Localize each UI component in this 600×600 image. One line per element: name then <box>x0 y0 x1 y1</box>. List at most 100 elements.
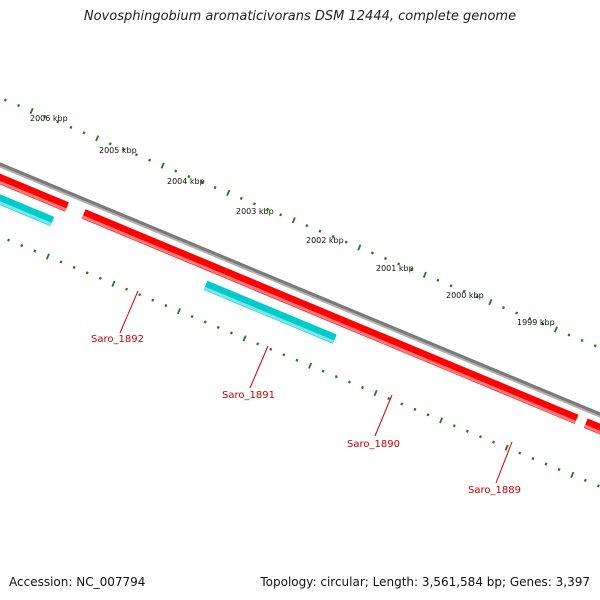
outer-ring-minor-tick <box>56 120 60 124</box>
kbp-tick-label: 2006 kbp <box>30 114 68 123</box>
partial-forward-gene-right[interactable] <box>583 418 600 459</box>
outer-ring-minor-tick <box>475 295 479 299</box>
inner-ring-minor-tick <box>164 304 168 308</box>
outer-ring-minor-tick <box>121 147 125 151</box>
gene-feature-saro-1892[interactable] <box>81 209 227 278</box>
inner-ring-minor-tick <box>59 260 63 264</box>
inner-ring-minor-tick <box>478 435 482 439</box>
inner-ring-minor-tick <box>256 342 260 346</box>
inner-ring-major-tick <box>570 471 575 479</box>
inner-ring-minor-tick <box>492 440 496 444</box>
outer-ring-minor-tick <box>580 338 584 342</box>
kbp-tick-label: 2001 kbp <box>376 264 414 273</box>
kbp-tick-label: 2003 kbp <box>236 207 274 216</box>
outer-ring-minor-tick <box>108 142 112 146</box>
outer-ring-minor-tick <box>436 278 440 282</box>
accession-text: Accession: NC_007794 <box>9 575 146 589</box>
gene-label[interactable]: Saro_1890 <box>347 439 400 450</box>
outer-ring-major-tick <box>160 162 165 169</box>
inner-ring-minor-tick <box>85 271 89 275</box>
outer-ring-major-tick <box>95 135 100 142</box>
gene-feature-saro-1888[interactable] <box>467 370 579 424</box>
gene-feature-saro-1889[interactable] <box>338 316 472 380</box>
inner-ring-minor-tick <box>400 402 404 406</box>
inner-ring-minor-tick <box>33 249 37 253</box>
outer-ring-minor-tick <box>593 344 597 348</box>
outer-ring-minor-tick <box>370 251 374 255</box>
gene-leader-line <box>119 290 139 334</box>
outer-ring-minor-tick <box>462 289 466 293</box>
outer-ring-minor-tick <box>305 224 309 228</box>
outer-ring-major-tick <box>422 271 427 278</box>
inner-ring-minor-tick <box>20 243 24 248</box>
outer-ring-minor-tick <box>318 229 322 233</box>
outer-ring-minor-tick <box>252 202 256 206</box>
outer-ring-minor-tick <box>515 311 519 315</box>
outer-ring-major-tick <box>488 299 493 306</box>
gene-label-layer: Saro_1892 Saro_1891 Saro_1890 Saro_1889 <box>91 290 521 496</box>
inner-ring-minor-tick <box>125 287 129 291</box>
outer-ring-minor-tick <box>528 316 532 321</box>
outer-ring-minor-tick <box>541 322 545 326</box>
inner-ring-major-tick <box>439 417 444 424</box>
inner-ring-minor-tick <box>190 314 194 319</box>
inner-ring-minor-tick <box>413 407 417 411</box>
outer-ring-minor-tick <box>266 207 270 211</box>
partial-reverse-gene[interactable] <box>0 167 55 227</box>
outer-ring-minor-tick <box>43 114 47 119</box>
outer-ring-minor-tick <box>410 267 414 271</box>
outer-ring-minor-tick <box>344 240 348 244</box>
outer-ring-minor-tick <box>384 256 388 261</box>
kbp-tick-label: 2004 kbp <box>167 177 205 186</box>
outer-ring-minor-tick <box>174 169 178 173</box>
kbp-tick-label: 1999 kbp <box>517 318 555 327</box>
inner-ring-major-tick <box>308 362 313 369</box>
outer-ring-major-tick <box>226 189 231 197</box>
outer-ring-major-tick <box>553 326 558 333</box>
inner-ring-minor-tick <box>360 385 364 390</box>
inner-ring-major-tick <box>373 389 378 397</box>
inner-ring-minor-tick <box>72 265 76 269</box>
inner-ring-minor-tick <box>426 413 430 417</box>
gene-label[interactable]: Saro_1892 <box>91 334 144 345</box>
inner-ring-minor-tick <box>531 456 535 461</box>
inner-ring-minor-tick <box>596 484 600 488</box>
gene-feature-saro-1891[interactable] <box>203 280 337 344</box>
gene-feature-saro-1890[interactable] <box>222 268 343 326</box>
gene-label[interactable]: Saro_1891 <box>222 390 275 401</box>
partial-forward-gene[interactable] <box>0 149 69 212</box>
kbp-tick-label: 2000 kbp <box>446 291 484 300</box>
inner-tick-ring <box>7 238 600 488</box>
inner-ring-minor-tick <box>7 238 11 242</box>
gene-feature-layer <box>0 149 600 459</box>
outer-ring-minor-tick <box>397 262 401 266</box>
outer-ring-major-tick <box>357 244 362 251</box>
outer-ring-minor-tick <box>239 196 243 200</box>
genome-backbone <box>0 162 600 416</box>
map-title: Novosphingobium aromaticivorans DSM 1244… <box>83 9 517 24</box>
gene-leader-line <box>249 345 269 389</box>
inner-ring-minor-tick <box>138 293 142 297</box>
outer-ring-minor-tick <box>501 306 505 310</box>
outer-ring-minor-tick <box>187 174 191 179</box>
outer-ring-minor-tick <box>449 284 453 288</box>
gene-leader-line <box>495 441 513 484</box>
inner-ring-minor-tick <box>151 298 155 302</box>
outer-ring-minor-tick <box>148 158 152 162</box>
outer-tick-ring <box>3 98 597 348</box>
inner-ring-major-tick <box>176 307 181 315</box>
inner-ring-minor-tick <box>282 353 286 357</box>
inner-ring-minor-tick <box>557 467 561 472</box>
outer-ring-major-tick <box>29 107 34 115</box>
inner-ring-minor-tick <box>334 375 338 379</box>
outer-ring-minor-tick <box>82 131 86 135</box>
inner-ring-minor-tick <box>465 429 469 433</box>
gene-label[interactable]: Saro_1889 <box>468 485 521 496</box>
inner-ring-minor-tick <box>98 276 102 280</box>
outer-ring-major-tick <box>291 217 296 224</box>
outer-ring-minor-tick <box>3 98 7 102</box>
outer-ring-minor-tick <box>213 185 217 190</box>
inner-ring-minor-tick <box>203 320 207 324</box>
outer-ring-minor-tick <box>567 333 571 337</box>
